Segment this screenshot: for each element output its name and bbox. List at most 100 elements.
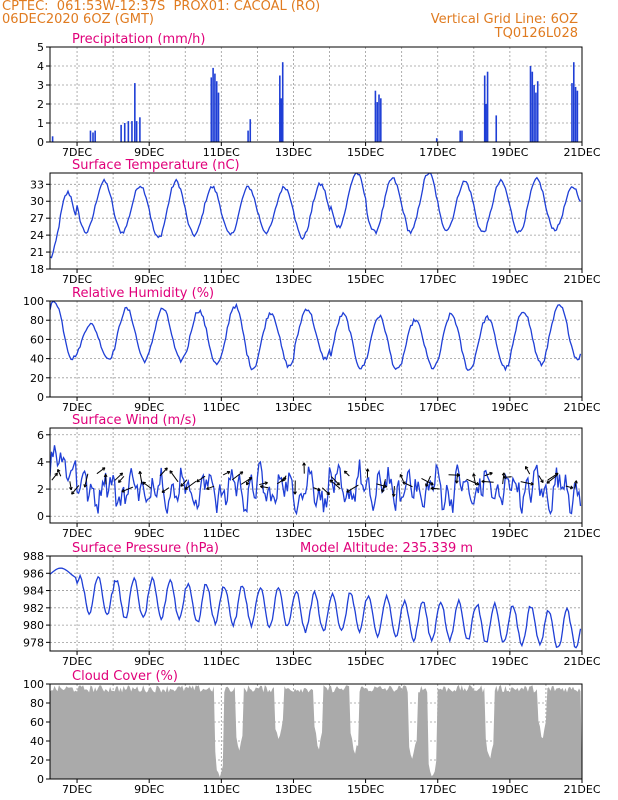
wind-vector — [473, 473, 477, 486]
y-tick-label: 5 — [37, 41, 44, 54]
wind-vector-head — [196, 478, 200, 483]
wind-vector-head — [246, 481, 250, 486]
precip-bar — [210, 77, 213, 142]
x-tick-label: 11DEC — [203, 401, 240, 414]
wind-vector — [114, 472, 123, 481]
precip-bar — [574, 86, 577, 142]
wind-vector — [142, 481, 152, 489]
wind-vector — [502, 472, 505, 485]
wind-vector — [399, 474, 404, 482]
wind-vector — [421, 477, 434, 486]
y-tick-label: 2 — [37, 98, 44, 111]
x-tick-label: 11DEC — [203, 273, 240, 286]
wind-vector-head — [399, 474, 403, 478]
x-tick-label: 7DEC — [62, 783, 92, 796]
model-altitude: Model Altitude: 235.339 m — [300, 541, 473, 556]
y-tick-label: 0 — [37, 391, 44, 404]
precip-bar — [214, 73, 216, 142]
header-model: TQ0126L028 — [494, 26, 578, 41]
x-tick-label: 17DEC — [419, 527, 456, 540]
x-tick-label: 9DEC — [134, 146, 164, 159]
y-tick-label: 21 — [30, 246, 44, 259]
y-tick-label: 80 — [30, 314, 44, 327]
x-tick-label: 19DEC — [491, 655, 528, 668]
x-tick-label: 19DEC — [491, 273, 528, 286]
humidity-series — [50, 301, 582, 372]
wind-vector-head — [248, 477, 253, 481]
y-tick-label: 2 — [37, 483, 44, 496]
wind-vector-head — [525, 465, 529, 470]
y-tick-label: 20 — [30, 372, 44, 385]
wind-vector — [161, 487, 170, 493]
wind-vector — [503, 476, 512, 478]
wind-vector — [525, 466, 531, 475]
wind-vector — [402, 481, 413, 488]
header-location: CPTEC: 061:53W-12:37S PROX01: CACOAL (RO… — [2, 0, 321, 14]
y-tick-label: 986 — [23, 567, 44, 580]
plot-frame — [49, 427, 583, 524]
panel-cloud: 0 20 40 60 80 100 7DEC 9DEC 11DEC 13DEC 15DEC 17DEC… — [23, 669, 601, 796]
y-tick-label: 0 — [37, 773, 44, 786]
wind-vector — [538, 475, 544, 483]
x-tick-label: 15DEC — [347, 273, 384, 286]
wind-vector — [206, 485, 215, 490]
panel-title: Surface Wind (m/s) — [72, 413, 196, 428]
wind-vector-head — [142, 481, 146, 486]
precip-bar — [378, 94, 380, 142]
wind-vector — [121, 486, 134, 493]
precip-bar — [131, 121, 133, 142]
wind-vector-head — [475, 481, 480, 486]
wind-vector-head — [472, 473, 476, 477]
wind-vector — [118, 475, 125, 483]
wind-vector — [574, 480, 577, 489]
wind-vector-head — [302, 462, 306, 466]
x-tick-label: 21DEC — [563, 783, 600, 796]
precip-bar — [535, 92, 537, 142]
precip-bar — [376, 102, 379, 142]
wind-vector-head — [101, 467, 106, 471]
wind-vector-head — [317, 487, 321, 492]
y-tick-label: 18 — [30, 263, 44, 276]
x-tick-label: 13DEC — [275, 655, 312, 668]
wind-vector — [96, 467, 106, 475]
wind-vector-head — [380, 489, 385, 493]
precip-bar — [531, 71, 534, 142]
x-tick-label: 15DEC — [347, 655, 384, 668]
wind-vector-head — [336, 481, 340, 486]
precip-bar — [572, 62, 575, 143]
x-tick-label: 11DEC — [203, 146, 240, 159]
precip-bar — [94, 130, 96, 142]
x-tick-label: 17DEC — [419, 783, 456, 796]
plot-frame — [49, 46, 583, 143]
wind-vector-head — [83, 484, 88, 488]
wind-vector — [169, 470, 179, 483]
plot-frame — [49, 300, 583, 398]
precip-bar — [485, 104, 487, 142]
header-grid-note: Vertical Grid Line: 6OZ — [430, 12, 578, 27]
wind-vector — [159, 467, 168, 477]
cloud-cover-area — [50, 685, 582, 779]
y-tick-label: 984 — [23, 585, 44, 598]
y-tick-label: 980 — [23, 619, 44, 632]
wind-vector-head — [293, 491, 297, 495]
precip-bar — [134, 83, 136, 142]
y-tick-label: 3 — [37, 79, 44, 92]
plot-frame — [49, 555, 583, 652]
temperature-series — [50, 173, 582, 259]
y-tick-label: 978 — [23, 636, 44, 649]
x-tick-label: 9DEC — [134, 783, 164, 796]
x-tick-label: 13DEC — [275, 146, 312, 159]
precip-bar — [135, 121, 138, 142]
wind-vector-head — [54, 472, 58, 477]
wind-vector-head — [326, 491, 330, 496]
wind-vector-head — [57, 469, 61, 473]
precip-bar — [89, 130, 92, 142]
y-tick-label: 60 — [30, 333, 44, 346]
wind-vector — [484, 472, 493, 477]
wind-vector — [246, 477, 251, 486]
wind-vector-head — [260, 484, 264, 489]
precip-bar — [279, 75, 281, 142]
wind-vector-head — [489, 471, 493, 476]
plot-frame — [49, 172, 583, 270]
